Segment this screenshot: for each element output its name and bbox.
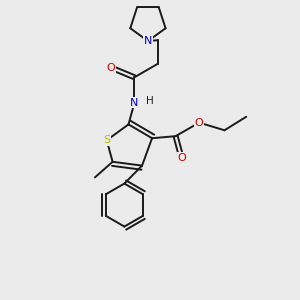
Text: O: O (177, 153, 186, 163)
Text: S: S (103, 135, 110, 145)
Text: O: O (195, 118, 203, 128)
Text: N: N (130, 98, 139, 108)
Text: H: H (146, 96, 153, 106)
Text: O: O (106, 63, 115, 73)
Text: N: N (144, 36, 152, 46)
